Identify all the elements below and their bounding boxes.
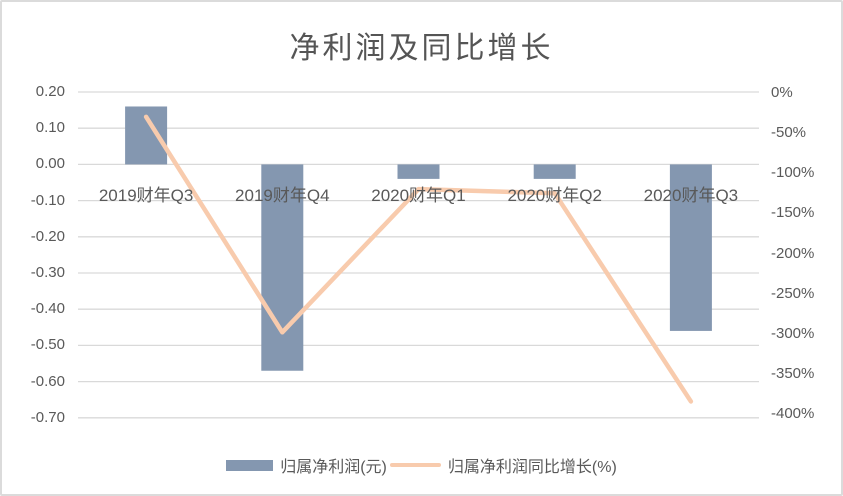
legend-item-yoy-growth: 归属净利润同比增长(%) xyxy=(389,453,617,477)
right-axis-tick-label: -100% xyxy=(771,164,815,182)
right-axis-tick-label: -200% xyxy=(771,244,815,262)
left-axis-tick-label: -0.50 xyxy=(30,336,65,354)
left-axis-tick-label: -0.20 xyxy=(30,227,65,245)
category-label: 2020财年Q3 xyxy=(643,186,739,205)
right-axis-tick-label: -300% xyxy=(771,324,815,342)
right-axis-tick-label: -250% xyxy=(771,284,815,302)
left-axis-tick-label: -0.30 xyxy=(30,264,65,281)
legend-label-yoy-growth: 归属净利润同比增长(%) xyxy=(447,459,617,476)
left-axis-tick-label: 0.00 xyxy=(35,155,65,173)
line-series-swatch-icon xyxy=(389,463,441,467)
bar-2020财年Q1 xyxy=(397,164,440,179)
left-axis-tick-label: 0.10 xyxy=(35,119,65,137)
right-axis-tick-label: -50% xyxy=(771,123,807,141)
category-label: 2020财年Q2 xyxy=(507,186,602,205)
right-axis-tick-label: 0% xyxy=(771,83,793,101)
legend-item-net-profit: 归属净利润(元) xyxy=(226,453,387,477)
right-axis-tick-label: -150% xyxy=(771,204,815,222)
left-axis-tick-label: -0.10 xyxy=(30,191,65,209)
left-axis-tick-label: -0.70 xyxy=(30,408,65,426)
left-axis-tick-label: 0.20 xyxy=(35,83,65,100)
bar-2019财年Q4 xyxy=(261,164,304,371)
chart-title: 净利润及同比增长 xyxy=(289,32,554,65)
bar-series-swatch-icon xyxy=(226,459,274,471)
category-label: 2020财年Q1 xyxy=(371,186,466,205)
growth-line xyxy=(143,114,694,404)
right-axis-tick-label: -400% xyxy=(771,405,815,423)
category-label: 2019财年Q4 xyxy=(235,186,330,205)
left-axis-tick-label: -0.40 xyxy=(30,300,65,318)
right-axis-tick-label: -350% xyxy=(771,365,815,383)
left-axis-tick-label: -0.60 xyxy=(30,372,65,390)
legend-label-net-profit: 归属净利润(元) xyxy=(280,459,387,476)
legend: 归属净利润(元) 归属净利润同比增长(%) xyxy=(2,453,841,477)
bar-2020财年Q3 xyxy=(669,164,712,331)
category-label: 2019财年Q3 xyxy=(98,186,194,205)
bar-2020财年Q2 xyxy=(533,164,576,179)
